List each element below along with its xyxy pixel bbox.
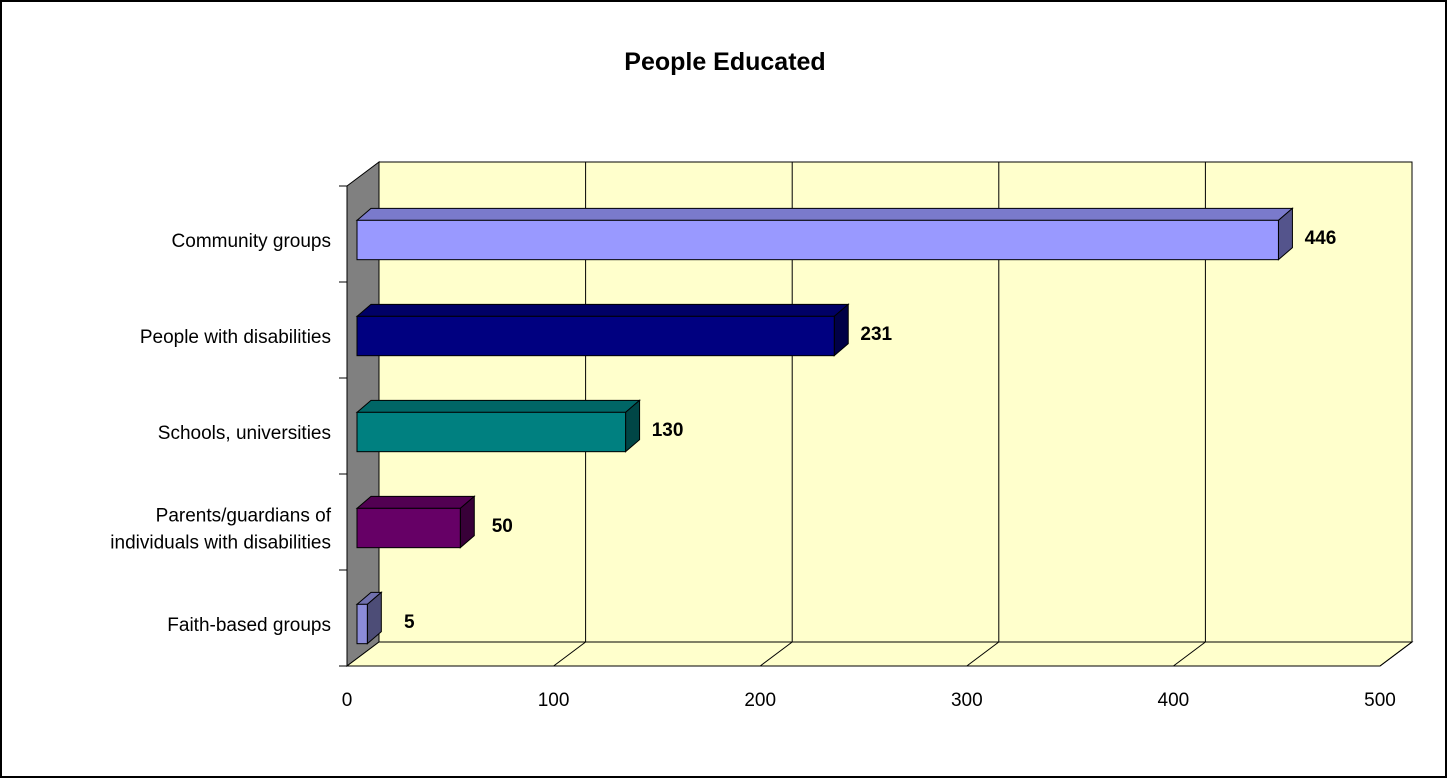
bar-value-label: 446 — [1305, 228, 1337, 249]
category-label-line: Community groups — [172, 231, 331, 252]
x-tick-label: 0 — [342, 690, 353, 711]
category-label: People with disabilities — [140, 327, 331, 348]
category-label-line: Parents/guardians of — [156, 506, 332, 527]
bar — [355, 495, 476, 549]
x-tick-label: 400 — [1158, 690, 1190, 711]
bar-top-face — [355, 495, 476, 509]
category-label: Community groups — [172, 231, 331, 252]
category-label-line: Faith-based groups — [167, 615, 331, 636]
bar — [355, 591, 383, 645]
bar-front-face — [356, 315, 835, 357]
bar — [355, 303, 850, 357]
floor-gridline — [759, 641, 793, 667]
category-label: Schools, universities — [158, 423, 331, 444]
category-label-line: individuals with disabilities — [110, 533, 331, 554]
category-label: Parents/guardians of individuals with dis… — [110, 506, 331, 554]
category-label-line: People with disabilities — [140, 327, 331, 348]
bar — [355, 207, 1294, 261]
bar-top-face — [355, 303, 850, 317]
x-tick-label: 100 — [538, 690, 570, 711]
x-tick-label: 300 — [951, 690, 983, 711]
bar — [355, 399, 641, 453]
floor-gridline — [553, 641, 586, 667]
bar-top-face — [355, 399, 641, 413]
category-label-line: Schools, universities — [158, 423, 331, 444]
floor-gridline — [1173, 641, 1206, 667]
x-tick-label: 500 — [1364, 690, 1396, 711]
bar-value-label: 5 — [404, 612, 415, 633]
bar-front-face — [356, 411, 627, 453]
category-label: Faith-based groups — [167, 615, 331, 636]
bar-value-label: 130 — [652, 420, 684, 441]
floor-gridline — [1379, 641, 1413, 667]
bar-front-face — [356, 603, 368, 645]
plot-floor — [345, 641, 1414, 667]
x-tick-label: 200 — [744, 690, 776, 711]
bar-top-face — [355, 207, 1294, 221]
bar-front-face — [356, 219, 1279, 261]
bar-front-face — [356, 507, 461, 549]
chart-title: People Educated — [624, 48, 825, 76]
bar-value-label: 231 — [860, 324, 892, 345]
floor-gridline — [966, 641, 1000, 667]
bar-value-label: 50 — [492, 516, 513, 537]
